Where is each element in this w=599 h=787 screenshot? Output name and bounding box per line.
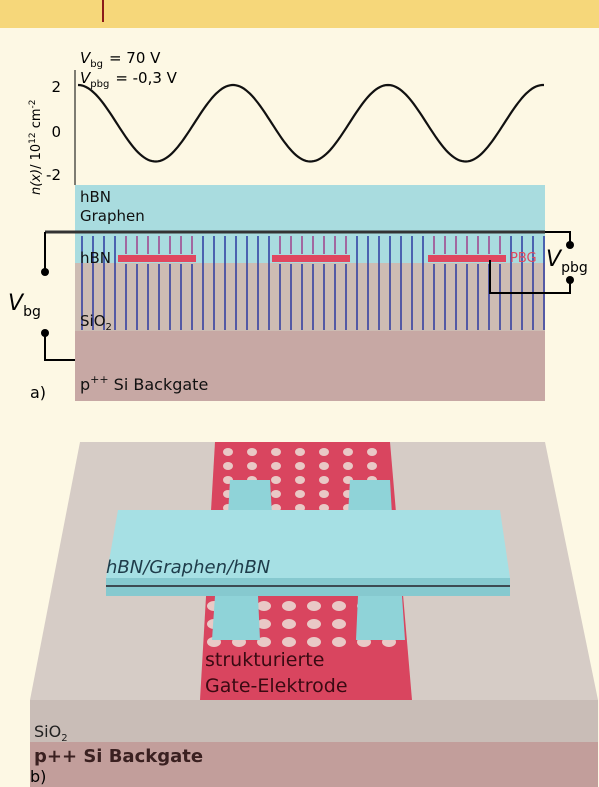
pbg-label: PBG xyxy=(510,251,537,266)
pbg-bar xyxy=(272,255,350,262)
top-band xyxy=(0,0,599,28)
subscript: 2 xyxy=(61,733,67,744)
bar-tab xyxy=(356,596,405,640)
bar-tab xyxy=(212,596,260,640)
label-part: p xyxy=(80,375,90,394)
layer-label: Graphen xyxy=(80,207,145,225)
stack-label: hBN/Graphen/hBN xyxy=(106,557,270,578)
label-part: 12 xyxy=(28,132,38,143)
hbn-top-layer xyxy=(75,185,545,231)
value: = -0,3 V xyxy=(115,69,177,87)
terminal xyxy=(41,268,49,276)
hole xyxy=(223,462,233,470)
label-part: / 10 xyxy=(29,144,44,169)
hole xyxy=(295,462,305,470)
y-tick-label: 2 xyxy=(51,78,61,96)
hole xyxy=(319,476,329,484)
sio2-layer xyxy=(75,263,545,331)
hole xyxy=(247,462,257,470)
layer-label: hBN xyxy=(80,188,111,206)
layer-label: hBN xyxy=(80,249,111,267)
terminal xyxy=(566,241,574,249)
value: = 70 V xyxy=(109,49,161,67)
y-tick-label: -2 xyxy=(46,166,61,184)
label-part: n(x) xyxy=(29,169,44,195)
label-part: SiO xyxy=(80,312,106,330)
page: 2 0 -2 n(x)/ 1012 cm-2 Vbg= 70 V Vpbg= -… xyxy=(0,0,599,787)
bar-tab xyxy=(228,480,272,515)
hole xyxy=(223,448,233,456)
superscript: ++ xyxy=(90,373,108,386)
subscript: pbg xyxy=(561,260,588,276)
terminal xyxy=(41,329,49,337)
subscript: 2 xyxy=(106,322,112,333)
hole xyxy=(367,448,377,456)
hole xyxy=(307,601,321,611)
sio2-front xyxy=(30,700,598,742)
hole xyxy=(271,476,281,484)
subscript: bg xyxy=(23,304,41,320)
hole xyxy=(319,462,329,470)
panel-label: a) xyxy=(30,383,46,402)
hole xyxy=(343,448,353,456)
hole xyxy=(332,637,346,647)
hole xyxy=(271,462,281,470)
pbg-bar xyxy=(118,255,196,262)
hole xyxy=(332,619,346,629)
hole xyxy=(257,601,271,611)
hole xyxy=(282,619,296,629)
hole xyxy=(319,448,329,456)
subscript: bg xyxy=(90,59,103,70)
y-tick-label: 0 xyxy=(51,123,61,141)
label-part: Si Backgate xyxy=(109,375,209,394)
hole xyxy=(247,448,257,456)
hole xyxy=(307,637,321,647)
layer-label: p++ Si Backgate xyxy=(34,746,203,767)
panel-label: b) xyxy=(30,767,46,786)
hole xyxy=(282,637,296,647)
hole xyxy=(307,619,321,629)
pbg-bar xyxy=(428,255,506,262)
subscript: pbg xyxy=(90,79,109,90)
hole xyxy=(295,490,305,498)
hole xyxy=(295,448,305,456)
hole xyxy=(271,448,281,456)
hole xyxy=(319,490,329,498)
hole xyxy=(332,601,346,611)
y-axis-label: n(x)/ 1012 cm-2 xyxy=(28,99,44,195)
hole xyxy=(367,462,377,470)
figure: 2 0 -2 n(x)/ 1012 cm-2 Vbg= 70 V Vpbg= -… xyxy=(0,0,599,787)
terminal xyxy=(566,276,574,284)
label-part: cm xyxy=(29,108,44,132)
electrode-label: strukturierte xyxy=(205,649,324,671)
hole xyxy=(271,490,281,498)
label-part: SiO xyxy=(34,722,61,741)
hole xyxy=(295,476,305,484)
label-part: -2 xyxy=(28,99,38,108)
bar-tab xyxy=(348,480,392,515)
hole xyxy=(343,462,353,470)
electrode-label: Gate-Elektrode xyxy=(205,675,348,697)
hole xyxy=(282,601,296,611)
